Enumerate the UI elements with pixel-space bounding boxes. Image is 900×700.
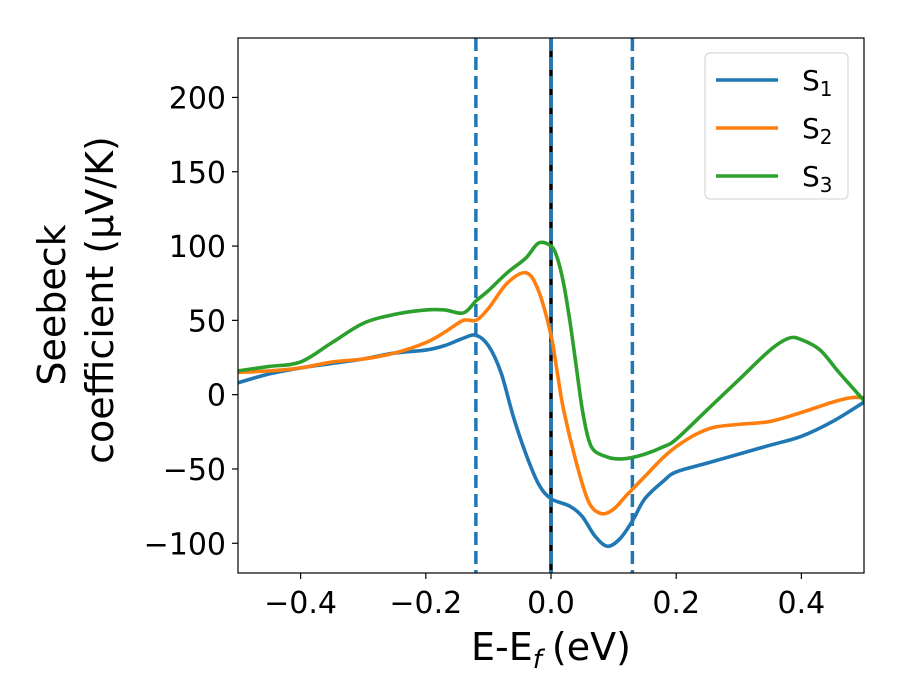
y-tick-label: 150 (169, 156, 226, 191)
legend-label-s3: S3 (802, 160, 833, 197)
x-tick-label: 0.2 (652, 586, 700, 621)
y-axis-label-line1: Seebeck (30, 224, 74, 385)
y-tick-label: −50 (163, 453, 226, 488)
legend: S1 S2 S3 (704, 52, 849, 200)
y-tick-label: −100 (144, 527, 226, 562)
x-tick-label: 0.0 (527, 586, 575, 621)
reference-lines (474, 38, 635, 573)
legend-box (704, 52, 849, 200)
series-line-s2 (238, 270, 864, 516)
legend-label-s1: S1 (802, 64, 833, 101)
legend-label-s2: S2 (802, 112, 833, 149)
y-tick-label: 100 (169, 230, 226, 265)
y-axis-label: Seebeck coefficient (μV/K) (30, 136, 122, 464)
y-axis-ticks: −100 −50 0 50 100 150 200 (144, 81, 238, 562)
series-line-s3 (238, 240, 864, 461)
x-tick-label: −0.4 (264, 586, 337, 621)
y-tick-label: 0 (207, 379, 226, 414)
x-tick-label: 0.4 (778, 586, 826, 621)
x-tick-label: −0.2 (389, 586, 462, 621)
x-axis-label-subscript: f (533, 645, 546, 675)
x-axis-label: E-Ef (eV) (471, 625, 631, 675)
y-tick-label: 50 (188, 304, 226, 339)
x-axis-ticks: −0.4 −0.2 0.0 0.2 0.4 (264, 573, 825, 621)
series-group (238, 240, 864, 549)
y-axis-label-line2: coefficient (μV/K) (78, 136, 122, 464)
y-tick-label: 200 (169, 81, 226, 116)
